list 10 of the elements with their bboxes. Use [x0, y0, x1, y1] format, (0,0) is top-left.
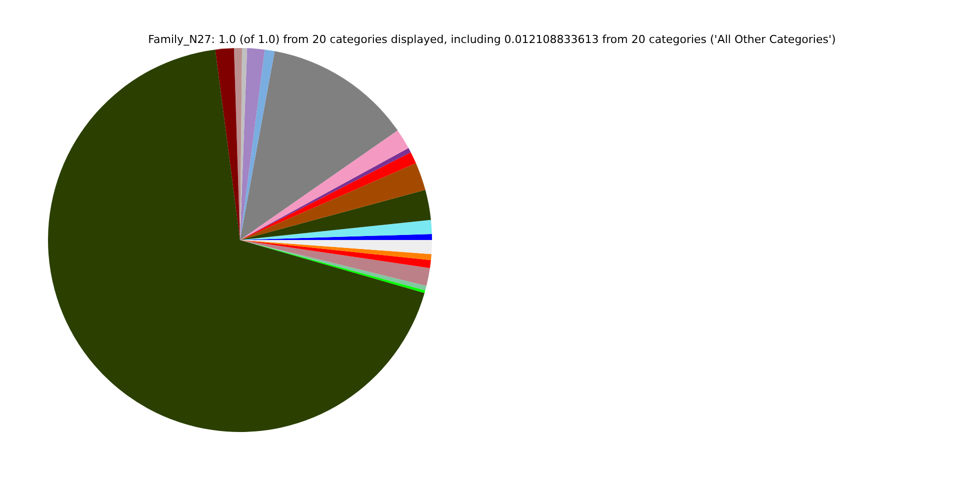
pie-slice	[240, 48, 265, 240]
pie-slice	[240, 240, 432, 260]
pie-slice	[240, 130, 409, 240]
pie-slice	[240, 51, 398, 240]
pie-slice	[240, 163, 426, 240]
pie-slice	[240, 220, 432, 240]
pie-slice	[240, 50, 275, 240]
pie-slice	[240, 240, 431, 268]
text: Family_N27: 1.0 (of 1.0) from 20 categories displayed, including 0.012108833613 from 20 categories ('All Other Categories')	[148, 33, 836, 46]
pie-slice	[215, 48, 240, 240]
